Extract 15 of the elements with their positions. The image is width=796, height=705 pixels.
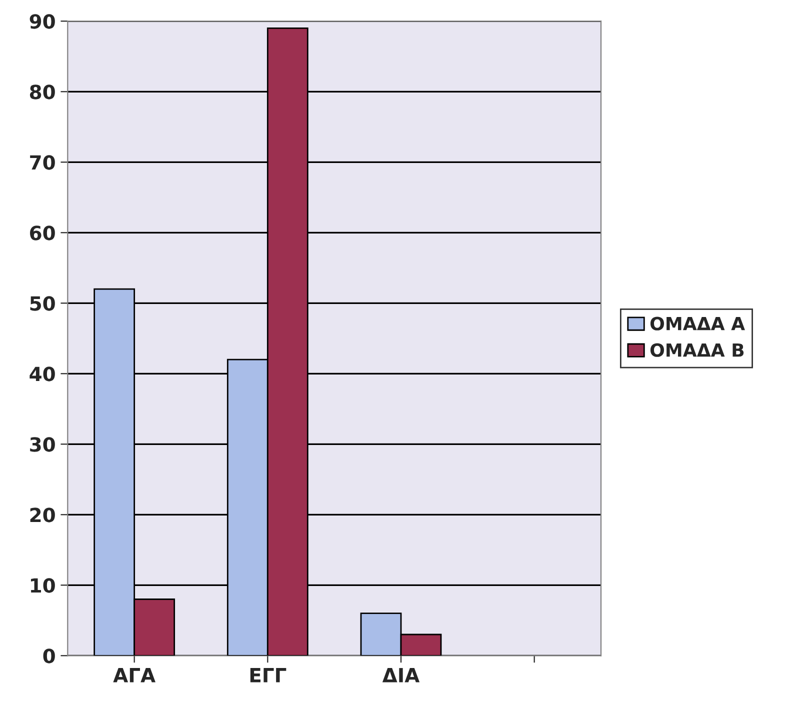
y-tick-label: 70 bbox=[30, 155, 55, 170]
y-tick-label: 80 bbox=[30, 84, 55, 100]
x-tick-label: ΕΓΓ bbox=[250, 668, 286, 682]
y-tick-label: 40 bbox=[30, 366, 55, 382]
y-tick-label: 0 bbox=[43, 648, 55, 664]
y-tick-label: 30 bbox=[30, 437, 55, 452]
y-tick-label: 60 bbox=[30, 226, 55, 240]
legend-label: ΟΜΑΔΑ Β bbox=[650, 343, 744, 357]
y-tick-label: 20 bbox=[30, 508, 55, 522]
y-tick-label: 50 bbox=[30, 296, 55, 311]
x-tick-label: ΑΓΑ bbox=[113, 668, 156, 682]
legend-label: ΟΜΑΔΑ Α bbox=[650, 316, 745, 330]
y-tick-label: 10 bbox=[30, 578, 55, 593]
x-tick-label: ΔΙΑ bbox=[382, 668, 420, 682]
y-tick-label: 90 bbox=[30, 14, 55, 29]
